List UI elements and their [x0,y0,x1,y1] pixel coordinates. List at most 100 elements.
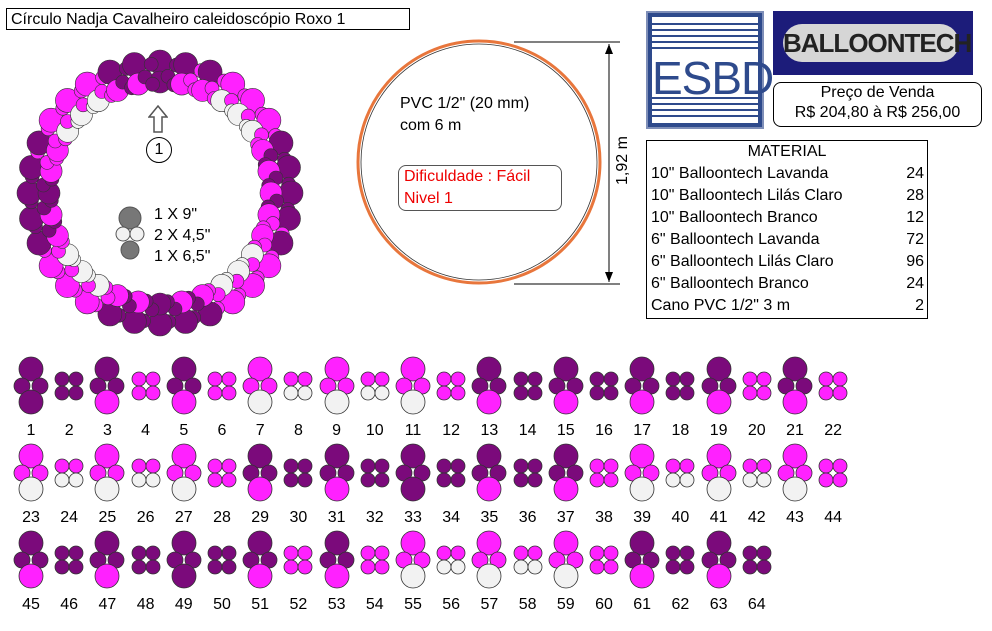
balloon [54,472,70,488]
balloon [68,545,84,561]
cluster-33 [394,442,432,509]
cluster-15 [547,355,585,422]
wreath-balloon [145,76,160,92]
cluster-37 [547,442,585,509]
cluster-number: 6 [217,422,227,439]
balloon [476,476,502,502]
balloon [603,545,619,561]
cluster-number: 22 [824,422,843,439]
balloon [756,458,772,474]
cluster-number: 29 [251,509,270,526]
balloon [360,371,376,387]
balloon [94,389,120,415]
cluster-number: 42 [747,509,766,526]
balloon [207,559,223,575]
cluster-9 [318,355,356,422]
balloon [131,472,146,488]
wreath-balloon [74,71,100,97]
cluster-53 [318,529,356,596]
balloon [400,563,426,589]
cluster-number: 1 [26,422,36,439]
cluster-number: 25 [98,509,117,526]
balloon [131,559,146,575]
esbd-logo: ESBD [646,11,774,129]
balloon [818,472,834,488]
cluster-4 [127,355,165,422]
balloon [742,371,758,387]
balloon [513,371,528,387]
balloon [782,443,808,469]
cluster-21 [776,355,814,422]
cluster-36 [509,442,547,509]
balloon [360,545,376,561]
pvc-length: com 6 m [400,117,462,134]
balloon [283,472,299,488]
balloon [297,545,313,561]
wreath-balloon [276,206,301,231]
cluster-19 [700,355,738,422]
cluster-number: 26 [136,509,155,526]
balloon [94,356,120,382]
cluster-number: 51 [251,596,270,613]
balloon [742,545,758,561]
cluster-number: 48 [136,596,155,613]
cluster-27 [165,442,203,509]
cluster-26 [127,442,165,509]
material-qty: 72 [906,231,924,248]
balloon [221,371,237,387]
balloon [94,530,120,556]
balloon [283,559,299,575]
cluster-number: 45 [22,596,40,613]
balloon [553,530,579,556]
cluster-47 [88,529,126,596]
cluster-16 [585,355,623,422]
balloon [553,356,579,382]
price-box: Preço de Venda R$ 204,80 à R$ 256,00 [773,82,982,127]
balloon [742,472,758,488]
balloon [436,458,452,474]
price-label: Preço de Venda [820,84,935,101]
cluster-number: 5 [179,422,189,439]
cluster-3 [88,355,126,422]
cluster-11 [394,355,432,422]
balloon [553,443,579,469]
material-name: 10" Balloontech Lilás Claro [651,187,843,204]
balloon [436,371,452,387]
cluster-63 [700,529,738,596]
esbd-logo-text: ESBD [652,52,774,104]
material-row: 10" Balloontech Lilás Claro 28 [647,185,927,207]
balloon [324,530,349,556]
frame-diameter-label: 1,92 m [614,136,631,185]
balloontech-logo-text: BALLOONTECH [783,24,972,62]
cluster-28 [203,442,241,509]
pvc-spec: PVC 1/2" (20 mm) [400,95,530,112]
balloon [527,385,542,401]
difficulty-box: Dificuldade : Fácil Nivel 1 [398,165,562,211]
balloon [247,389,273,415]
balloon [374,559,390,575]
cluster-number: 50 [213,596,231,613]
legend-line-1: 1 X 9" [154,206,198,223]
balloon [374,385,390,401]
cluster-number: 13 [480,422,499,439]
balloon [360,385,376,401]
balloon [450,458,466,474]
wreath-balloon [143,56,159,72]
difficulty-label: Dificuldade : Fácil [404,168,531,185]
balloon [324,389,349,415]
cluster-number: 41 [709,509,728,526]
balloon [553,563,579,589]
material-row: 6" Balloontech Branco 24 [647,273,927,295]
balloon [18,356,44,382]
balloon [756,472,772,488]
balloon [360,472,376,488]
material-row: 6" Balloontech Lilás Claro 96 [647,251,927,273]
balloon [360,559,376,575]
cluster-59 [547,529,585,596]
balloon [513,458,528,474]
balloon [221,458,237,474]
cluster-number: 39 [633,509,652,526]
balloon [665,472,681,488]
balloon [513,545,528,561]
cluster-number: 57 [480,596,499,613]
